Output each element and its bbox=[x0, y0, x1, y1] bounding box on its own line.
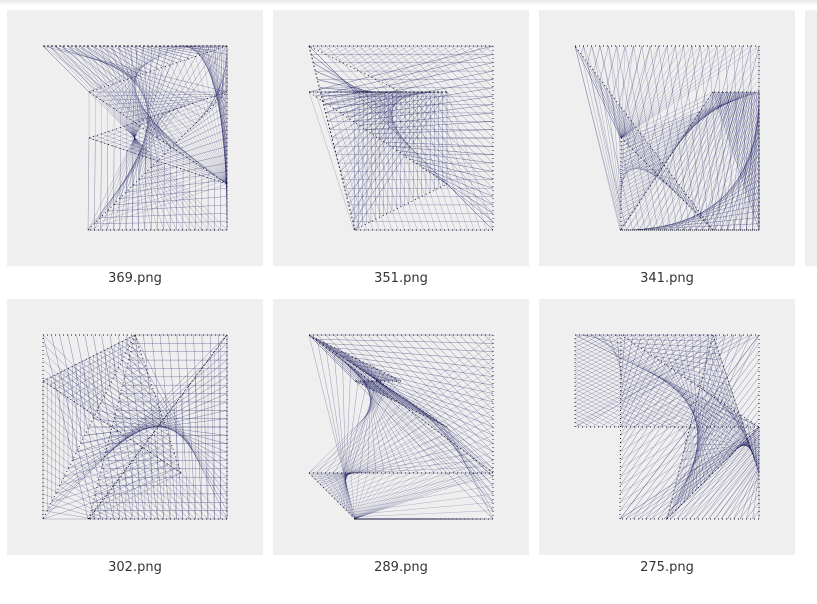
thumbnail-caption: 275.png bbox=[640, 560, 694, 575]
thumbnail-tile[interactable] bbox=[539, 10, 795, 266]
thumbnail-caption: 341.png bbox=[640, 271, 694, 286]
top-edge-shadow bbox=[0, 0, 817, 6]
string-art-image bbox=[574, 45, 760, 231]
thumbnail-tile[interactable] bbox=[7, 10, 263, 266]
thumbnail-caption: 369.png bbox=[108, 271, 162, 286]
string-art-image bbox=[308, 334, 494, 520]
string-art-image bbox=[42, 334, 228, 520]
string-art-image bbox=[308, 45, 494, 231]
thumbnail-tile[interactable] bbox=[273, 10, 529, 266]
thumbnail-caption: 289.png bbox=[374, 560, 428, 575]
thumbnail-tile-partial[interactable] bbox=[805, 10, 817, 266]
thumbnail-caption: 302.png bbox=[108, 560, 162, 575]
thumbnail-tile[interactable] bbox=[539, 299, 795, 555]
thumbnail-caption: 351.png bbox=[374, 271, 428, 286]
string-art-image bbox=[574, 334, 760, 520]
thumbnail-tile[interactable] bbox=[273, 299, 529, 555]
thumbnail-tile[interactable] bbox=[7, 299, 263, 555]
string-art-image bbox=[42, 45, 228, 231]
